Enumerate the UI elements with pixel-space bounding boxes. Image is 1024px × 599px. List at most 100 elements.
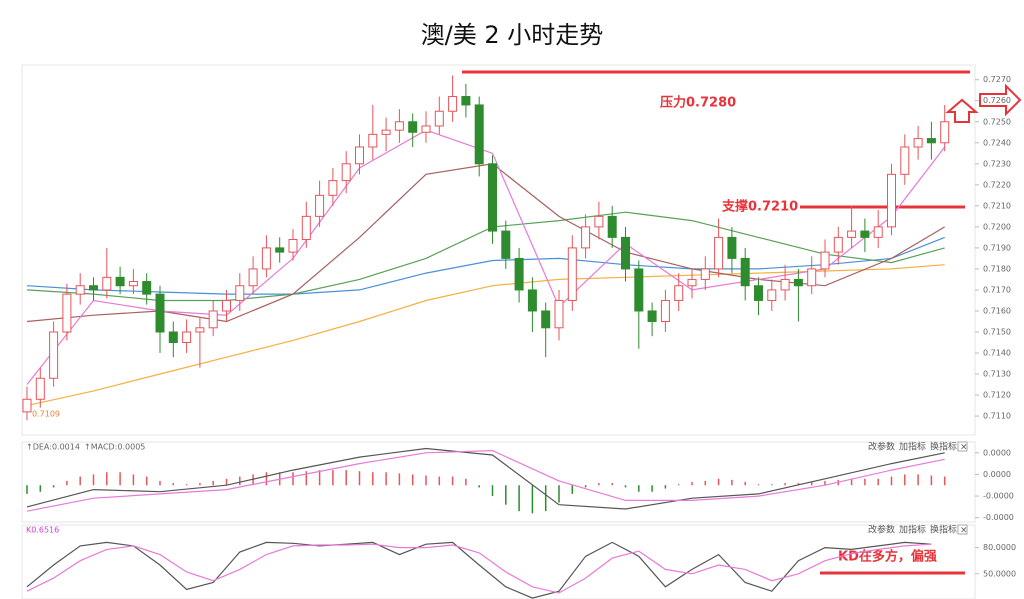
toolbar-button[interactable]: × bbox=[960, 443, 968, 453]
y-tick-label: 0.7260 bbox=[983, 96, 1011, 105]
candle-body bbox=[275, 247, 285, 253]
support-label: 支撑0.7210 bbox=[721, 199, 798, 215]
candle-body bbox=[248, 268, 258, 287]
y-tick-label: 0.7130 bbox=[983, 370, 1011, 379]
toolbar-button[interactable]: 换指标 bbox=[930, 441, 957, 453]
y-tick-label: 0.7160 bbox=[983, 306, 1011, 315]
candle-body bbox=[155, 293, 165, 333]
candle-body bbox=[634, 268, 644, 312]
indicator-line bbox=[26, 264, 945, 407]
kd-panel bbox=[21, 524, 976, 599]
candle-body bbox=[754, 285, 763, 301]
candle-body bbox=[448, 96, 458, 112]
candle-body bbox=[714, 236, 724, 270]
candle-body bbox=[102, 276, 112, 291]
candle-body bbox=[833, 236, 843, 253]
y-tick-label: 0.7170 bbox=[983, 285, 1011, 294]
y-tick-label: 0.0000 bbox=[983, 448, 1011, 457]
candle-body bbox=[607, 215, 617, 238]
kd-header: K0.6516 bbox=[26, 526, 59, 535]
candle-body bbox=[408, 121, 418, 133]
candle-body bbox=[767, 289, 777, 301]
candle-body bbox=[660, 299, 670, 322]
arrow-right bbox=[979, 83, 1022, 117]
candle-body bbox=[488, 163, 497, 232]
candle-body bbox=[621, 236, 630, 270]
y-tick-label: 50.0000 bbox=[983, 569, 1016, 578]
candle-body bbox=[62, 293, 72, 333]
main-panel bbox=[21, 64, 976, 436]
candle-body bbox=[887, 173, 896, 228]
candle-body bbox=[807, 268, 817, 287]
candle-body bbox=[261, 247, 271, 270]
candle-body bbox=[847, 230, 857, 238]
candle-body bbox=[554, 299, 564, 329]
candle-body bbox=[182, 331, 192, 344]
indicator-line bbox=[26, 447, 945, 510]
toolbar-button[interactable]: 改参数 bbox=[868, 441, 895, 453]
close-box bbox=[957, 441, 968, 452]
candle-body bbox=[235, 285, 245, 301]
candle-body bbox=[860, 230, 870, 238]
indicator-line bbox=[26, 449, 945, 512]
candle-body bbox=[581, 226, 591, 249]
candle-body bbox=[501, 230, 511, 259]
y-tick-label: 0.7110 bbox=[983, 412, 1011, 421]
candle-body bbox=[89, 285, 98, 291]
candle-body bbox=[687, 278, 697, 287]
candle-body bbox=[461, 96, 471, 106]
y-tick-label: 0.7180 bbox=[983, 264, 1011, 273]
candle-body bbox=[328, 180, 338, 196]
chart-title: 澳/美 2 小时走势 bbox=[421, 21, 604, 49]
candle-body bbox=[793, 278, 803, 287]
toolbar-button[interactable]: 改参数 bbox=[868, 524, 895, 536]
candle-body bbox=[820, 251, 830, 270]
candle-body bbox=[873, 226, 883, 238]
toolbar-button[interactable]: 换指标 bbox=[930, 524, 957, 536]
y-tick-label: 0.0000 bbox=[983, 470, 1011, 479]
y-tick-label: 0.7210 bbox=[983, 201, 1011, 210]
y-tick-label: 0.7150 bbox=[983, 327, 1011, 336]
y-tick-label: -0.0000 bbox=[983, 513, 1014, 522]
candle-body bbox=[527, 289, 537, 312]
candle-body bbox=[394, 121, 404, 131]
y-tick-label: 0.7200 bbox=[983, 222, 1011, 231]
candle-body bbox=[474, 104, 484, 165]
candle-body bbox=[22, 398, 32, 413]
candle-body bbox=[594, 215, 604, 228]
low-label: 0.7109 bbox=[32, 410, 60, 419]
candle-body bbox=[355, 146, 364, 165]
kd-label: KD在多方，偏强 bbox=[838, 549, 937, 565]
y-tick-label: 0.7120 bbox=[983, 391, 1011, 400]
toolbar-button[interactable]: × bbox=[960, 526, 968, 536]
candle-body bbox=[341, 163, 351, 182]
candle-body bbox=[381, 129, 391, 135]
candle-body bbox=[35, 377, 45, 400]
indicator-line bbox=[26, 163, 946, 323]
candle-body bbox=[115, 276, 125, 287]
candle-body bbox=[700, 268, 710, 280]
y-tick-label: 0.7220 bbox=[983, 180, 1011, 189]
macd-panel bbox=[21, 441, 976, 523]
toolbar-button[interactable]: 加指标 bbox=[899, 441, 926, 453]
y-tick-label: 0.7240 bbox=[983, 138, 1011, 147]
y-tick-label: 0.7250 bbox=[983, 117, 1011, 126]
indicator-line bbox=[26, 543, 932, 594]
candle-body bbox=[647, 310, 657, 322]
close-box bbox=[957, 524, 968, 535]
candle-body bbox=[541, 310, 551, 329]
candle-body bbox=[288, 238, 298, 253]
candle-body bbox=[434, 110, 444, 127]
candle-body bbox=[940, 121, 950, 144]
candle-body bbox=[208, 310, 218, 329]
arrow-up bbox=[945, 98, 979, 123]
y-tick-label: 0.7270 bbox=[983, 75, 1011, 84]
candle-body bbox=[142, 281, 152, 295]
candle-body bbox=[674, 285, 684, 301]
indicator-line bbox=[26, 541, 932, 599]
candle-body bbox=[128, 281, 138, 287]
toolbar-button[interactable]: 加指标 bbox=[899, 524, 926, 536]
candle-body bbox=[49, 331, 59, 379]
candle-body bbox=[567, 247, 577, 301]
